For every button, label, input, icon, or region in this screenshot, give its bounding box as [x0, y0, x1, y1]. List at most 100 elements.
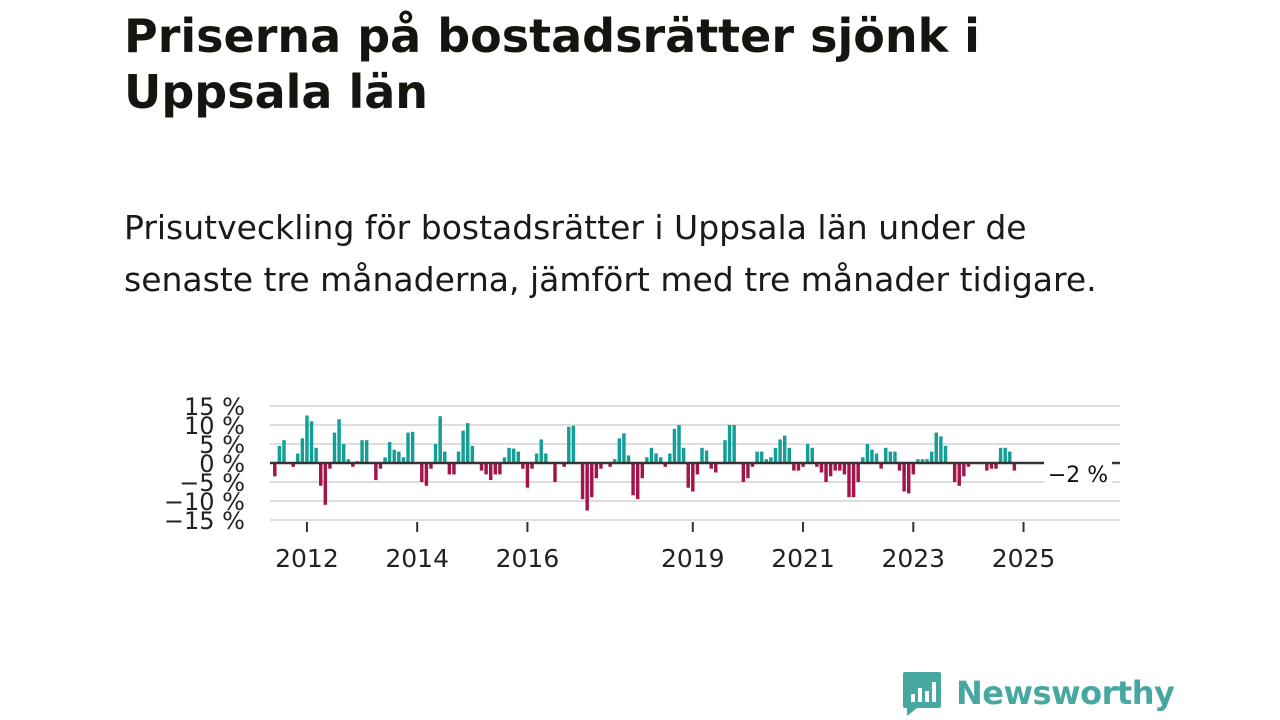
bar	[273, 463, 277, 477]
end-label-background	[1044, 460, 1112, 489]
bar	[695, 463, 700, 475]
bar	[994, 463, 998, 469]
x-tick-label: 2012	[275, 544, 339, 573]
bar	[663, 463, 667, 467]
bar	[387, 442, 392, 463]
bar	[911, 463, 916, 475]
bar	[920, 459, 925, 463]
bar	[773, 447, 778, 463]
bar	[553, 463, 557, 482]
bar	[314, 447, 318, 463]
bar-series	[273, 415, 1017, 511]
y-axis-ticks: 15 %10 %5 %0 %−5 %−10 %−15 %	[164, 393, 245, 535]
bar	[929, 451, 934, 463]
bar	[851, 463, 856, 498]
bar	[732, 425, 736, 463]
bar	[714, 463, 718, 473]
bar	[544, 453, 548, 463]
bar	[364, 440, 369, 463]
bar	[787, 447, 792, 463]
bar	[622, 433, 626, 463]
bar	[870, 449, 874, 463]
bar	[778, 439, 782, 463]
bar	[746, 463, 750, 479]
bar	[902, 463, 906, 492]
bar	[796, 463, 801, 471]
bar	[383, 457, 387, 463]
bar	[466, 423, 470, 463]
bar	[328, 463, 332, 469]
bar	[433, 444, 438, 463]
bar	[608, 463, 612, 467]
bar	[654, 453, 658, 463]
bar	[810, 447, 814, 463]
bar	[456, 451, 461, 463]
bar	[838, 463, 842, 471]
bar	[939, 436, 943, 463]
bar	[668, 453, 672, 463]
newsworthy-logo: Newsworthy	[902, 670, 1175, 716]
bar	[952, 463, 957, 482]
y-tick-label: 0 %	[199, 450, 245, 478]
bar	[296, 453, 300, 463]
bar	[613, 459, 617, 463]
bar	[351, 463, 355, 467]
bar	[782, 435, 787, 463]
bar	[617, 438, 622, 463]
bar	[488, 463, 493, 481]
bar	[893, 451, 897, 463]
bar	[884, 447, 888, 463]
bar	[727, 425, 732, 463]
bar	[319, 463, 323, 486]
bar	[341, 444, 346, 463]
bar	[571, 425, 576, 463]
x-axis-ticks: 2012 2014 2016 2019 2021 2023 2025	[275, 522, 1055, 573]
bar	[567, 426, 571, 463]
bar	[511, 448, 516, 463]
bar	[332, 432, 337, 463]
bar	[700, 447, 704, 463]
bar	[635, 463, 640, 500]
x-tick-label: 2023	[881, 544, 945, 573]
x-tick-label: 2025	[992, 544, 1056, 573]
bar	[493, 463, 498, 475]
bar	[842, 463, 847, 475]
bar	[484, 463, 488, 475]
bar	[677, 425, 681, 463]
y-tick-label: −10 %	[164, 488, 245, 516]
bar	[406, 432, 410, 463]
bar	[865, 444, 870, 463]
y-tick-label: −5 %	[179, 469, 245, 497]
bar	[470, 445, 475, 463]
bar	[769, 457, 773, 463]
bar	[378, 463, 383, 469]
y-tick-label: 10 %	[184, 412, 245, 440]
bar	[530, 463, 534, 469]
bar	[429, 463, 433, 469]
bar-chart: 15 %10 %5 %0 %−5 %−10 %−15 % 2012 2014 201…	[164, 393, 1120, 573]
bar	[374, 463, 378, 481]
bar	[966, 463, 971, 467]
bar	[631, 463, 635, 496]
bar	[709, 463, 713, 469]
bar	[525, 463, 530, 488]
x-tick-label: 2014	[385, 544, 449, 573]
bar	[879, 463, 883, 469]
bar	[847, 463, 851, 498]
bar	[998, 447, 1003, 463]
bar	[962, 463, 966, 477]
bar	[424, 463, 429, 486]
bar	[507, 447, 511, 463]
bar	[764, 459, 769, 463]
bar	[452, 463, 456, 475]
brand-name: Newsworthy	[956, 674, 1175, 712]
bar	[447, 463, 452, 475]
bar	[599, 463, 603, 469]
bar	[856, 463, 860, 482]
bar	[691, 463, 695, 492]
bar	[585, 463, 589, 511]
bar	[989, 463, 994, 469]
y-tick-label: 15 %	[184, 393, 245, 421]
bar	[397, 451, 401, 463]
bar	[626, 455, 631, 463]
